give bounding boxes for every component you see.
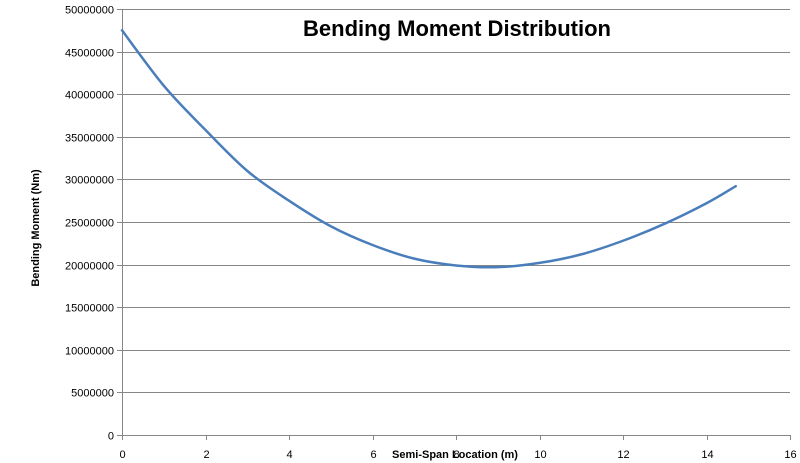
x-tick-label: 12 (617, 449, 629, 461)
y-tick-label: 30000000 (65, 175, 114, 187)
chart-title: Bending Moment Distribution (303, 16, 611, 41)
y-tick-label: 50000000 (65, 5, 114, 17)
tick-labels: 0500000010000000150000002000000025000000… (65, 5, 797, 462)
y-tick-label: 45000000 (65, 48, 114, 60)
x-tick-label: 16 (784, 449, 796, 461)
x-tick-label: 8 (453, 449, 459, 461)
x-tick-label: 0 (119, 449, 125, 461)
y-tick-label: 15000000 (65, 303, 114, 315)
y-tick-label: 40000000 (65, 90, 114, 102)
x-tick-label: 14 (701, 449, 713, 461)
axes (117, 9, 791, 440)
x-tick-label: 4 (286, 449, 292, 461)
y-tick-label: 35000000 (65, 133, 114, 145)
x-axis-title: Semi-Span Location (m) (392, 449, 518, 461)
y-tick-label: 5000000 (71, 388, 114, 400)
y-tick-label: 10000000 (65, 346, 114, 358)
gridlines (122, 9, 790, 393)
y-axis-title: Bending Moment (Nm) (30, 169, 42, 287)
bending-moment-series-line (120, 29, 737, 269)
x-tick-label: 6 (370, 449, 376, 461)
x-tick-label: 2 (203, 449, 209, 461)
y-tick-label: 25000000 (65, 218, 114, 230)
y-tick-label: 0 (108, 431, 114, 443)
series-group (120, 29, 737, 269)
y-tick-label: 20000000 (65, 261, 114, 273)
x-tick-label: 10 (534, 449, 546, 461)
